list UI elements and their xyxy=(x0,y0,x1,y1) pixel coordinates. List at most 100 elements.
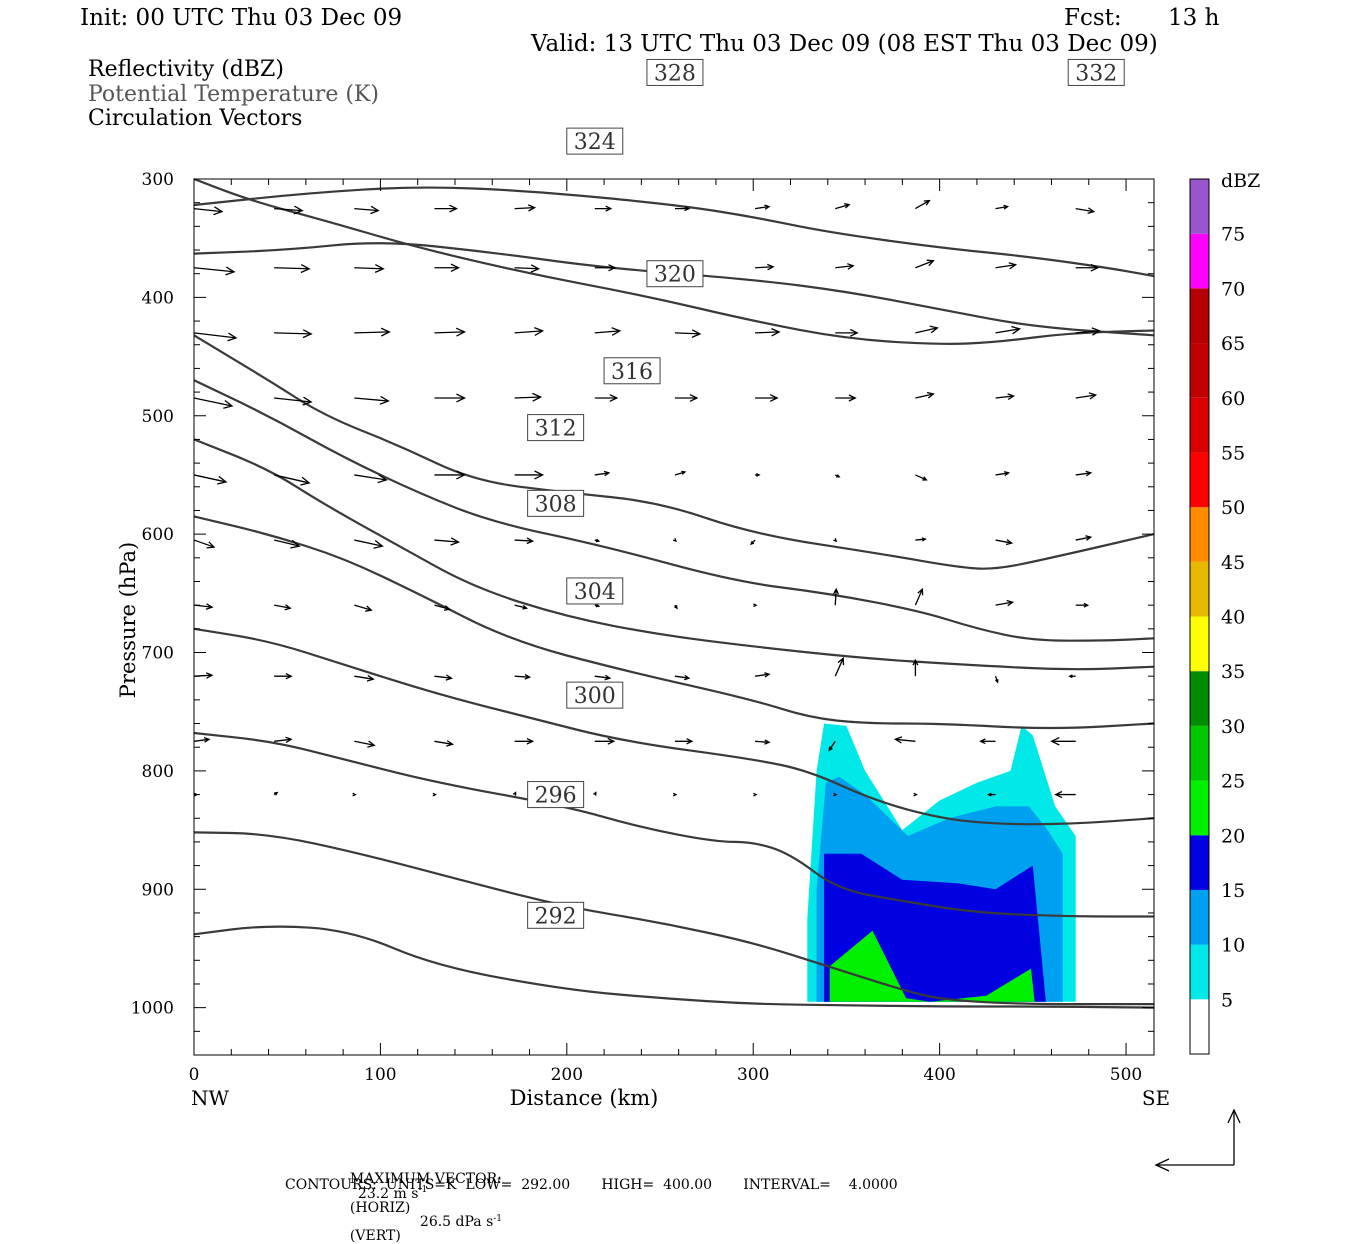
x-tick-label-200: 200 xyxy=(551,1065,583,1085)
max-vector-vert: 26.5 dPa s xyxy=(419,1214,494,1231)
contour-label-292: 292 xyxy=(535,904,577,929)
vector-arrow-117 xyxy=(913,792,918,797)
theta-contour-324 xyxy=(193,177,1155,345)
vector-arrow-28 xyxy=(514,326,545,336)
contour-label-308: 308 xyxy=(535,492,577,517)
vector-arrow-42 xyxy=(674,394,699,402)
vector-arrow-14 xyxy=(354,264,385,273)
vector-arrow-109 xyxy=(273,791,279,796)
vector-arrow-107 xyxy=(1050,737,1076,746)
vector-arrow-95 xyxy=(1068,674,1076,679)
vector-arrow-8 xyxy=(835,203,851,210)
vector-arrow-3 xyxy=(434,204,459,213)
vector-arrow-58 xyxy=(995,470,1011,477)
vector-arrow-31 xyxy=(755,328,781,337)
theta-contour-316 xyxy=(193,379,1155,642)
theta-contour-312 xyxy=(193,438,1155,671)
x-axis-label: Distance (km) xyxy=(510,1086,659,1110)
contour-label-324: 324 xyxy=(574,130,616,155)
vector-arrow-106 xyxy=(979,738,996,745)
vector-arrow-103 xyxy=(755,739,771,745)
x-left-direction: NW xyxy=(191,1086,230,1110)
vector-arrow-36 xyxy=(193,397,234,409)
valid-time: Valid: 13 UTC Thu 03 Dec 09 (08 EST Thu … xyxy=(531,31,1158,57)
contour-label-332: 332 xyxy=(1075,61,1117,86)
colorbar-segment-45 xyxy=(1190,507,1209,562)
vector-arrow-65 xyxy=(594,538,601,543)
contour-label-304: 304 xyxy=(574,580,616,605)
colorbar-segment-5 xyxy=(1190,944,1209,1000)
vector-arrow-97 xyxy=(274,736,293,744)
colorbar-unit: dBZ xyxy=(1221,170,1260,192)
vector-arrow-94 xyxy=(994,675,999,684)
vector-arrow-23 xyxy=(1075,263,1100,272)
vector-arrow-118 xyxy=(987,792,996,797)
colorbar-segment-70 xyxy=(1190,233,1209,289)
vector-arrow-7 xyxy=(754,204,771,210)
x-tick-label-100: 100 xyxy=(364,1065,396,1085)
vector-arrow-111 xyxy=(432,792,437,797)
colorbar-below-min xyxy=(1190,999,1209,1054)
vector-arrow-99 xyxy=(434,740,454,747)
reference-vector-icon xyxy=(1154,1108,1241,1172)
vector-arrow-57 xyxy=(915,474,928,481)
field-circulation-vectors: Circulation Vectors xyxy=(88,106,303,131)
vector-arrow-12 xyxy=(193,266,236,276)
max-vector-label: MAXIMUM VECTOR: xyxy=(349,1171,502,1187)
forecast-label: Fcst: xyxy=(1064,5,1122,31)
colorbar: 5 10 15 20 25 30 35 40 45 50 55 60 65 70 75 dBZ xyxy=(1189,170,1260,1055)
vector-arrow-54 xyxy=(674,470,687,476)
contour-label-320: 320 xyxy=(654,263,696,288)
vector-arrow-66 xyxy=(672,537,677,543)
vector-arrow-104 xyxy=(828,740,836,752)
colorbar-segment-75 xyxy=(1190,179,1209,234)
vector-arrow-101 xyxy=(594,737,616,745)
vector-arrow-79 xyxy=(753,603,758,608)
theta-contour-332 xyxy=(193,186,1155,278)
vector-arrow-29 xyxy=(594,327,622,336)
colorbar-label-40: 40 xyxy=(1221,607,1245,629)
vector-arrow-27 xyxy=(434,327,466,337)
colorbar-segment-60 xyxy=(1190,343,1209,398)
max-vert-exponent: -1 xyxy=(493,1213,503,1224)
vector-arrow-85 xyxy=(274,673,293,680)
vector-arrow-34 xyxy=(995,325,1022,335)
vector-arrow-35 xyxy=(1075,327,1102,336)
vector-arrow-39 xyxy=(434,393,466,403)
vector-arrow-67 xyxy=(750,539,756,546)
vector-arrow-92 xyxy=(834,656,845,677)
y-axis-label: Pressure (hPa) xyxy=(116,542,140,698)
vector-arrow-84 xyxy=(193,672,214,679)
plot-frame xyxy=(193,178,1155,1056)
vector-arrow-13 xyxy=(274,264,311,274)
vector-arrow-110 xyxy=(352,792,357,797)
vector-arrow-4 xyxy=(514,204,537,212)
contour-label-box-296 xyxy=(527,781,585,809)
vector-arrow-63 xyxy=(434,537,460,546)
vector-arrow-38 xyxy=(354,395,390,405)
colorbar-segment-40 xyxy=(1190,561,1209,617)
vector-arrow-89 xyxy=(594,674,612,681)
vector-arrow-102 xyxy=(674,738,694,745)
contour-label-316: 316 xyxy=(611,360,653,385)
contour-label-box-332 xyxy=(1067,58,1125,86)
field-potential-temperature: Potential Temperature (K) xyxy=(88,82,379,107)
colorbar-frame xyxy=(1189,178,1210,1055)
y-tick-label-400: 400 xyxy=(142,288,174,308)
vector-arrow-98 xyxy=(354,740,376,748)
colorbar-label-60: 60 xyxy=(1221,388,1245,410)
vector-arrow-43 xyxy=(755,394,779,402)
vector-arrow-37 xyxy=(274,396,313,406)
vector-arrow-21 xyxy=(915,259,935,269)
theta-contour-304 xyxy=(193,627,1155,826)
vector-arrow-6 xyxy=(674,205,691,212)
vector-arrow-22 xyxy=(995,262,1018,270)
x-tick-label-500: 500 xyxy=(1110,1065,1142,1085)
max-horiz-exponent: -1 xyxy=(418,1185,428,1195)
vector-arrow-82 xyxy=(995,599,1015,607)
reflectivity-shading xyxy=(807,723,1076,1002)
y-tick-label-900: 900 xyxy=(142,880,174,900)
theta-contour-328 xyxy=(193,242,1155,337)
vector-arrow-83 xyxy=(1075,602,1090,608)
vector-arrow-60 xyxy=(193,539,216,549)
